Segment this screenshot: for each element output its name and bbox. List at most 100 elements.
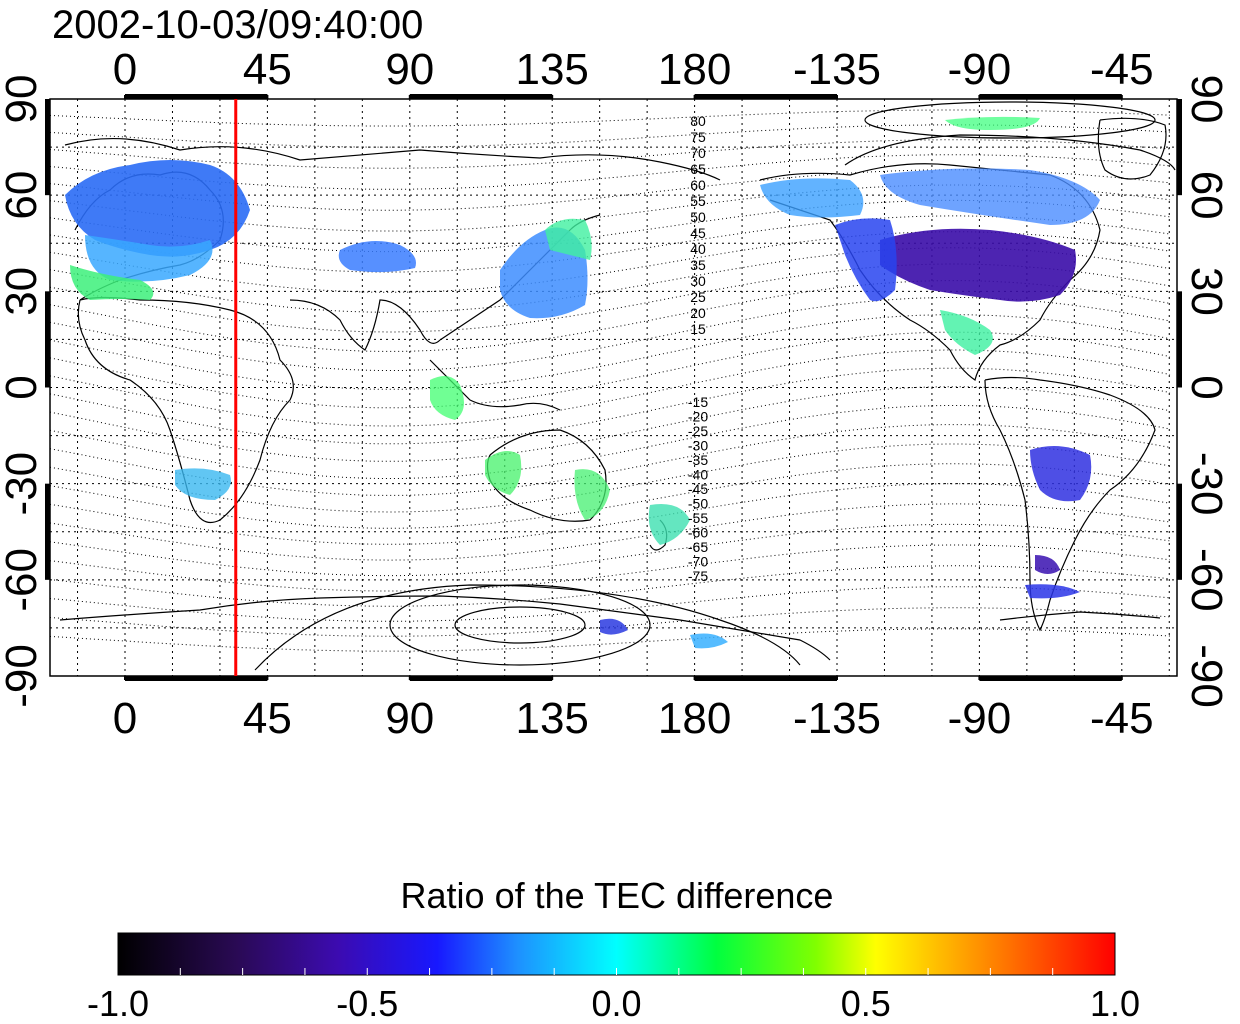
coastline-eurasia-north <box>64 137 721 181</box>
map-content <box>50 99 1177 676</box>
contour-label-south: -70 <box>688 554 708 570</box>
contour-label-south: -50 <box>688 496 708 512</box>
left-lat-tick-label: 90 <box>0 75 46 124</box>
tec-patch-east-asia-green <box>545 218 592 260</box>
south-pole-contour-inner <box>454 606 586 644</box>
tec-patch-europe <box>65 160 250 257</box>
tec-patch-north-america-blue <box>835 218 897 302</box>
map-axes: 0045459090135135180180-135-135-90-90-45-… <box>0 45 1231 743</box>
coastline-south-america <box>984 376 1156 632</box>
contour-label-south: -25 <box>688 423 708 439</box>
top-lon-tick-label: -90 <box>948 45 1012 94</box>
right-lat-tick-label: 90 <box>1182 75 1231 124</box>
contour-label-north: 15 <box>690 321 706 337</box>
contour-label-south: -75 <box>688 568 708 584</box>
left-border-bar <box>45 99 50 196</box>
tec-patch-antarctica-west <box>600 618 628 635</box>
top-lon-tick-label: 180 <box>658 45 731 94</box>
right-lat-tick-label: 0 <box>1182 375 1231 399</box>
tec-patch-africa-south <box>175 468 231 500</box>
left-lat-tick-label: -90 <box>0 644 46 708</box>
right-lat-tick-label: 30 <box>1182 267 1231 316</box>
coastline-south-asia <box>289 299 441 351</box>
left-border-bar <box>45 291 50 388</box>
colorbar-tick-label: 0.0 <box>591 983 641 1024</box>
contour-curve <box>50 628 1171 652</box>
contour-label-north: 80 <box>690 113 706 129</box>
bottom-lon-tick-label: -45 <box>1090 694 1154 743</box>
contour-label-south: -35 <box>688 452 708 468</box>
contour-label-south: -45 <box>688 481 708 497</box>
left-lat-tick-label: -60 <box>0 548 46 612</box>
contour-label-north: 30 <box>690 273 706 289</box>
bottom-lon-tick-label: 45 <box>243 694 292 743</box>
coastline-antarctica-east <box>999 611 1161 621</box>
contour-label-south: -55 <box>688 510 708 526</box>
contour-curve <box>50 263 1171 333</box>
right-lat-tick-label: -60 <box>1182 548 1231 612</box>
right-border-bar <box>1177 99 1182 196</box>
top-lon-tick-label: 45 <box>243 45 292 94</box>
right-lat-tick-label: -90 <box>1182 644 1231 708</box>
contour-curve <box>50 483 1171 545</box>
contour-label-north: 40 <box>690 241 706 257</box>
left-lat-tick-label: 60 <box>0 171 46 220</box>
coastlines <box>59 101 1176 671</box>
left-lat-tick-label: 0 <box>0 375 46 399</box>
tec-patch-greenland <box>945 116 1040 130</box>
right-lat-tick-label: 60 <box>1182 171 1231 220</box>
top-lon-tick-label: 135 <box>515 45 588 94</box>
tec-patch-south-america-south <box>1035 555 1060 574</box>
contour-label-north: 25 <box>690 289 706 305</box>
bottom-lon-tick-label: -90 <box>948 694 1012 743</box>
tec-patch-europe-green <box>70 265 154 300</box>
south-pole-contour-outer <box>254 584 801 671</box>
contour-label-north: 75 <box>690 129 706 145</box>
contour-label-south: -20 <box>688 409 708 425</box>
tec-patch-europe-cyan <box>85 235 213 282</box>
tec-patch-australia-east <box>574 469 610 520</box>
bottom-lon-tick-label: 0 <box>113 694 137 743</box>
contour-label-north: 50 <box>690 209 706 225</box>
contour-curve <box>50 247 1171 313</box>
right-lat-tick-label: -30 <box>1182 452 1231 516</box>
bottom-border-bar <box>125 676 268 681</box>
plot-title: 2002-10-03/09:40:00 <box>52 3 423 47</box>
top-border-bar <box>125 94 268 99</box>
right-border-bar <box>1177 291 1182 388</box>
colorbar-tick-label: 0.5 <box>841 983 891 1024</box>
left-lat-tick-label: 30 <box>0 267 46 316</box>
tec-patch-north-america-lightblue <box>760 178 864 218</box>
bottom-border-bar <box>409 676 553 681</box>
tec-data-patches <box>65 116 1100 649</box>
bottom-border-bar <box>979 676 1122 681</box>
top-lon-tick-label: 0 <box>113 45 137 94</box>
tec-patch-south-america <box>1030 446 1092 502</box>
colorbar-tick-label: -0.5 <box>336 983 398 1024</box>
bottom-border-bar <box>694 676 837 681</box>
contour-label-south: -65 <box>688 539 708 555</box>
tec-patch-central-asia <box>338 241 416 273</box>
coastline-greenland <box>1097 117 1167 180</box>
contour-curve <box>50 565 1171 607</box>
south-pole-contour-mid <box>389 584 651 666</box>
contour-label-south: -15 <box>688 394 708 410</box>
contour-label-north: 45 <box>690 225 706 241</box>
contour-label-north: 65 <box>690 161 706 177</box>
colorbar-tick-label: 1.0 <box>1090 983 1140 1024</box>
left-border-bar <box>45 483 50 580</box>
tec-patch-australia <box>485 451 522 495</box>
tec-patch-antarctica-east <box>1025 584 1080 599</box>
bottom-lon-tick-label: 135 <box>515 694 588 743</box>
bottom-lon-tick-label: 90 <box>385 694 434 743</box>
top-border-bar <box>694 94 837 99</box>
tec-patch-canada <box>880 168 1100 225</box>
top-lon-tick-label: -45 <box>1090 45 1154 94</box>
contour-label-south: -30 <box>688 438 708 454</box>
bottom-lon-tick-label: -135 <box>793 694 881 743</box>
tec-patch-central-america <box>940 310 993 355</box>
coastline-africa <box>77 296 294 524</box>
contour-label-south: -40 <box>688 467 708 483</box>
